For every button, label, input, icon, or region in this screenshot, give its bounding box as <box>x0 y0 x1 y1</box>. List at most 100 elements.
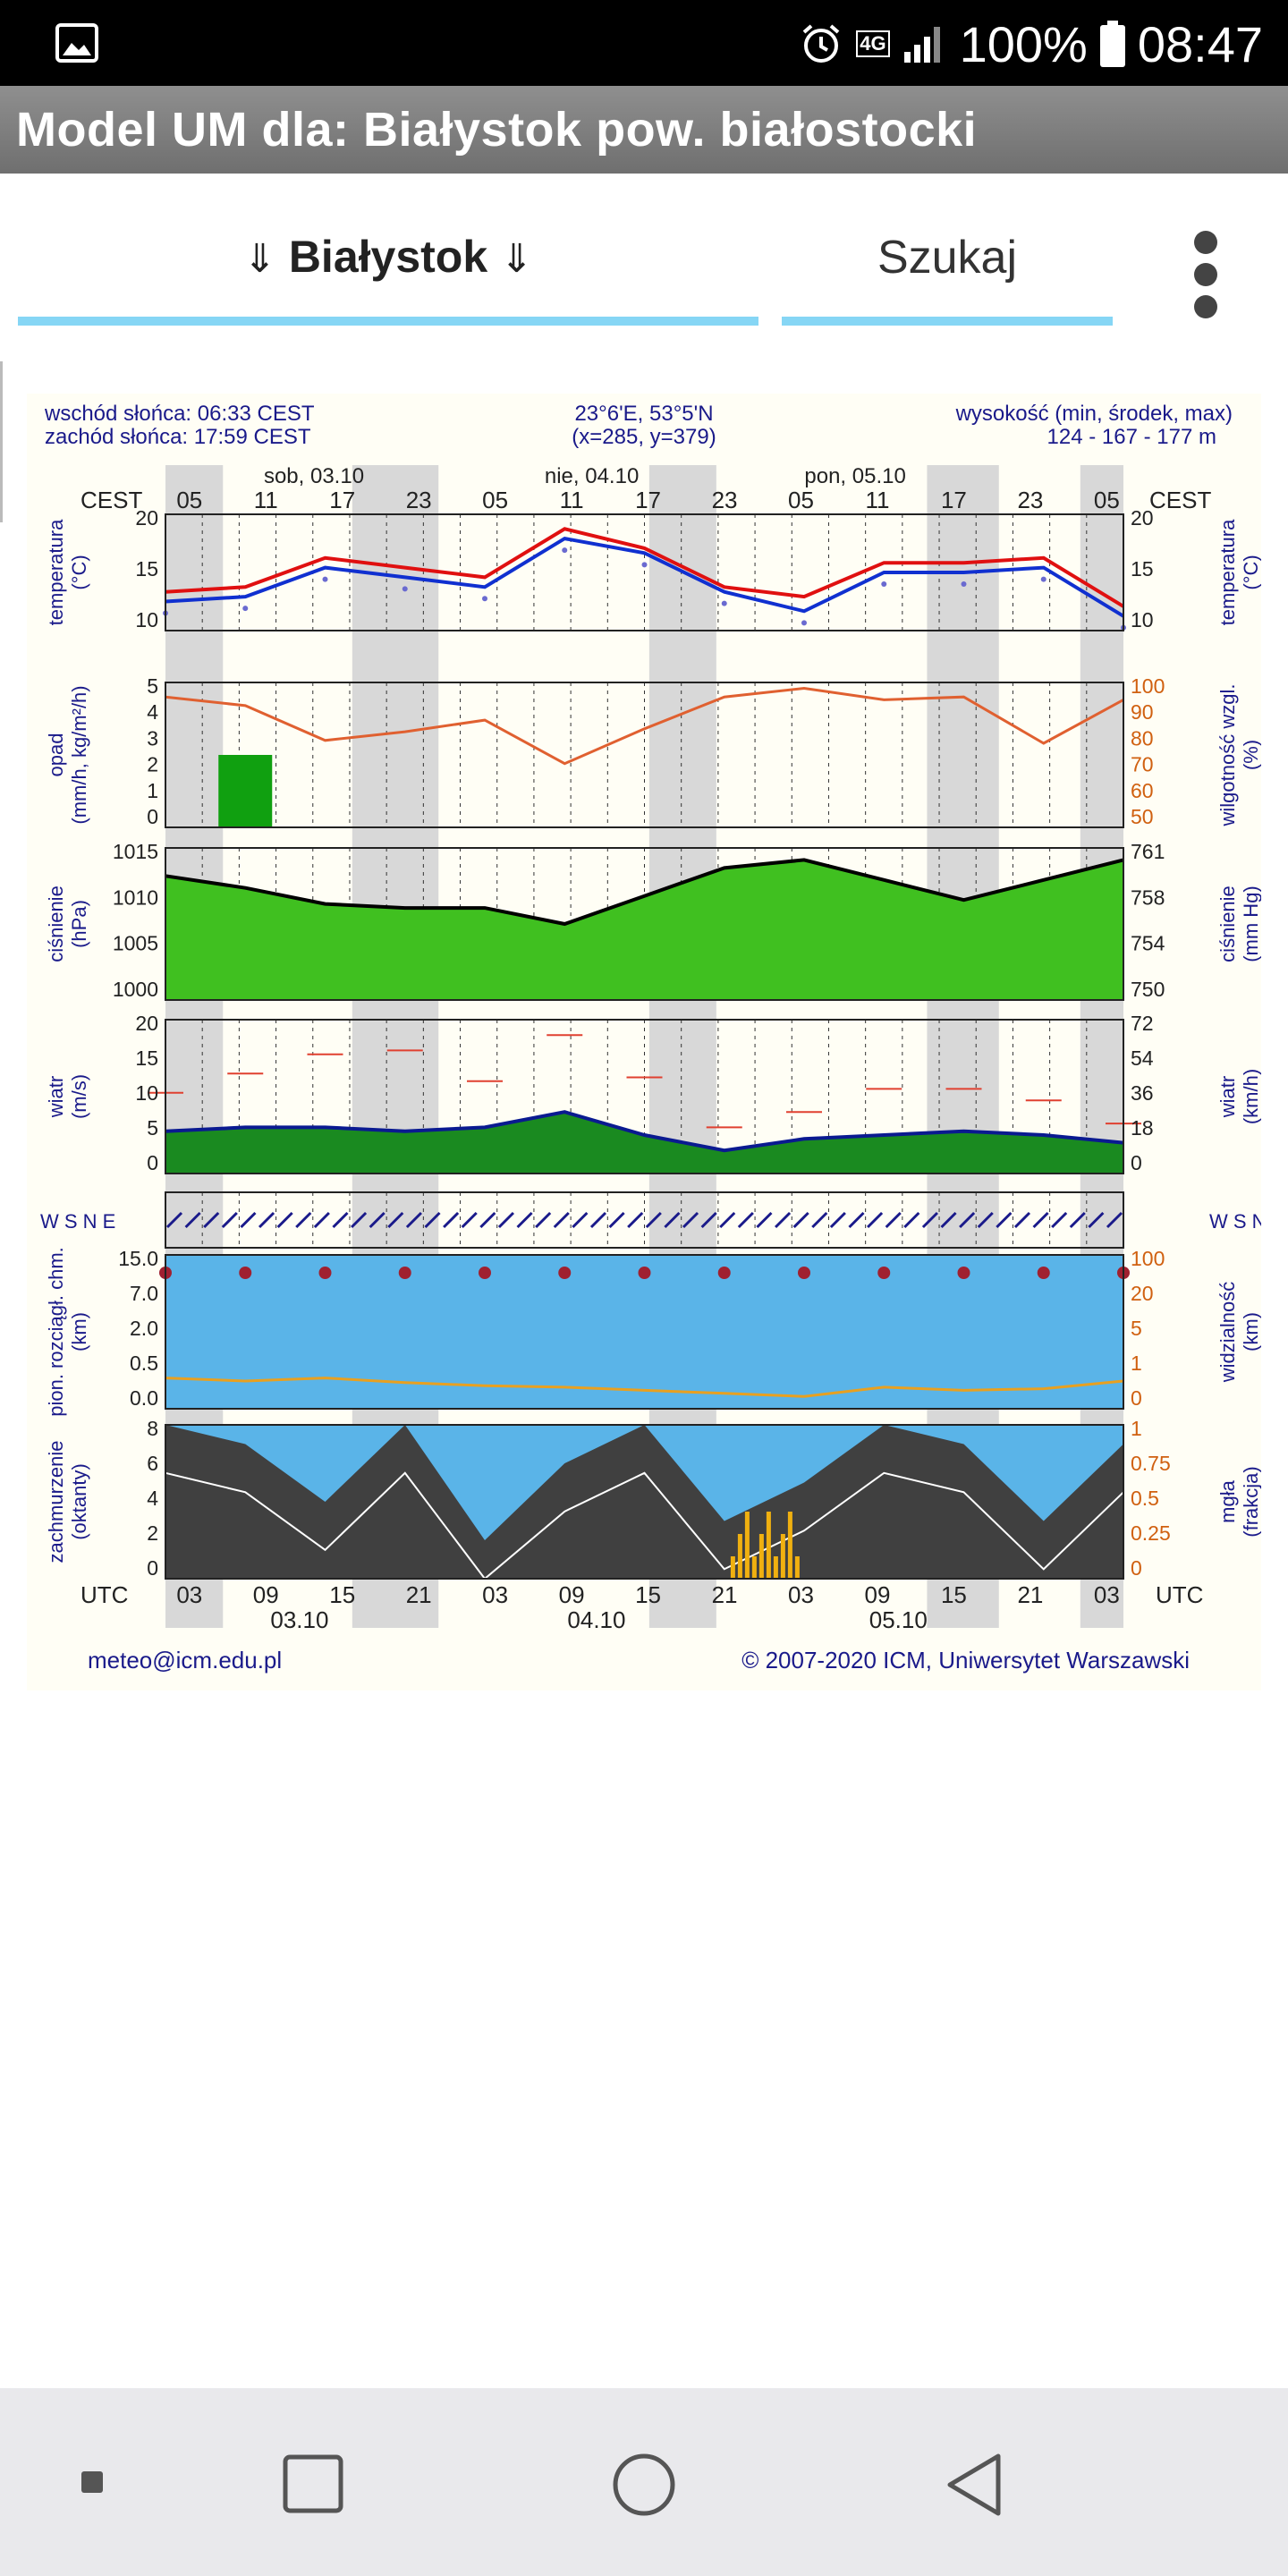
series-line-pressure <box>165 858 1124 927</box>
wind-direction-arrow <box>829 1211 846 1229</box>
hour-tick-label: 11 <box>254 487 278 513</box>
hour-tick-label: 17 <box>941 487 967 513</box>
y-tick-label: 1000 <box>113 978 158 1001</box>
data-point <box>1040 576 1046 582</box>
hour-tick-label: 17 <box>635 487 661 513</box>
app-title-bar: Model UM dla: Białystok pow. białostocki <box>0 86 1288 174</box>
network-type-indicator: 4G <box>856 30 890 57</box>
axis-unit: (°C) <box>1240 555 1261 589</box>
panel-border <box>165 1254 1124 1410</box>
axis-unit: (%) <box>1240 740 1261 770</box>
status-bar: 4G 100% 08:47 <box>0 0 1288 86</box>
wind-direction-arrow <box>792 1211 809 1229</box>
y-tick-label-right: 0 <box>1131 1151 1142 1174</box>
wind-direction-arrow <box>645 1211 662 1229</box>
y-tick-label: 2.0 <box>130 1317 158 1340</box>
cloud-top-point <box>1037 1267 1050 1279</box>
coords-text: 23°6'E, 53°5'N <box>574 402 713 426</box>
hour-tick-label: 05 <box>1094 487 1120 513</box>
recent-apps-small-icon[interactable] <box>80 2470 104 2494</box>
series-line-cloud-low <box>165 1471 1124 1580</box>
wind-direction-arrow <box>1106 1211 1123 1229</box>
y-tick-label: 4 <box>147 700 158 724</box>
y-tick-label: 15 <box>135 1046 158 1070</box>
axis-label: temperatura <box>1216 519 1239 625</box>
wind-direction-arrow <box>479 1211 496 1229</box>
day-label: pon, 05.10 <box>804 464 905 488</box>
hour-tick-label: 15 <box>635 1581 661 1608</box>
y-tick-label: 6 <box>147 1452 158 1475</box>
axis-unit: (km) <box>68 1312 90 1352</box>
y-tick-label: 10 <box>135 1081 158 1105</box>
data-point <box>402 586 408 592</box>
y-tick-label: 15 <box>135 557 158 580</box>
y-tick-label-right: 0.25 <box>1131 1521 1171 1545</box>
area-cloud-cover <box>165 1425 1123 1579</box>
compass-label: W S N E <box>40 1210 115 1233</box>
fog-bar <box>751 1556 757 1579</box>
y-tick-label: 3 <box>147 726 158 750</box>
data-point <box>801 620 807 626</box>
hour-tick-label: 03 <box>482 1581 508 1608</box>
fog-bar <box>794 1556 800 1579</box>
timezone-label-top: CEST <box>80 487 142 513</box>
y-tick-label: 0 <box>147 1151 158 1174</box>
hour-tick-label: 03 <box>788 1581 814 1608</box>
data-point <box>961 581 967 587</box>
wind-direction-arrow <box>443 1211 460 1229</box>
axis-unit: (frakcja) <box>1240 1466 1261 1537</box>
y-tick-label-right: 72 <box>1131 1012 1154 1035</box>
axis-unit: (hPa) <box>68 900 90 948</box>
hour-tick-label: 23 <box>712 487 738 513</box>
arrow-down-icon: ⇓ <box>500 237 534 281</box>
fog-bar <box>780 1534 785 1579</box>
alarm-icon <box>802 24 840 63</box>
wind-direction-arrow <box>276 1211 293 1229</box>
tab-search[interactable]: Szukaj <box>782 218 1113 326</box>
y-tick-label: 4 <box>147 1487 158 1510</box>
series-line-temperature-low <box>165 536 1125 618</box>
wind-direction-arrow <box>497 1211 515 1229</box>
overflow-menu-icon[interactable] <box>1181 225 1231 329</box>
y-tick-label: 20 <box>135 506 158 530</box>
wind-direction-arrow <box>940 1211 957 1229</box>
wind-direction-arrow <box>516 1211 533 1229</box>
hour-tick-label: 21 <box>712 1581 738 1608</box>
y-tick-label-right: 15 <box>1131 557 1154 580</box>
back-button-icon[interactable] <box>945 2453 1004 2517</box>
tab-city[interactable]: ⇓ Białystok ⇓ <box>18 218 758 326</box>
series-line-wind <box>165 1110 1124 1153</box>
wind-direction-arrow <box>165 1211 183 1229</box>
left-edge-indicator <box>0 361 3 522</box>
series-line-temperature <box>165 527 1125 608</box>
hour-tick-label: 23 <box>1017 487 1043 513</box>
meteogram-image: wschód słońca: 06:33 CEST zachód słońca:… <box>27 394 1284 1690</box>
axis-unit: (mm/h, kg/m²/h) <box>68 685 90 824</box>
wind-direction-arrow <box>553 1211 570 1229</box>
y-tick-label: 5 <box>147 1116 158 1140</box>
y-tick-label-right: 90 <box>1131 700 1154 724</box>
panel-border <box>165 847 1124 1001</box>
battery-percent: 100% <box>959 15 1088 72</box>
y-tick-label-right: 60 <box>1131 779 1154 802</box>
y-tick-label: 1 <box>147 779 158 802</box>
wind-direction-arrow <box>332 1211 349 1229</box>
data-point <box>881 581 887 587</box>
home-button-icon[interactable] <box>612 2453 676 2517</box>
navigation-bar <box>0 2388 1288 2576</box>
axis-label: pion. rozciągł. chm. <box>45 1247 67 1417</box>
y-tick-label-right: 754 <box>1131 932 1165 955</box>
tab-bar: ⇓ Białystok ⇓ Szukaj <box>0 174 1288 522</box>
cloud-top-point <box>318 1267 332 1279</box>
wind-direction-arrow <box>921 1211 938 1229</box>
wind-direction-arrow <box>221 1211 238 1229</box>
fog-bar <box>787 1512 792 1579</box>
wind-direction-arrow <box>405 1211 422 1229</box>
y-tick-label-right: 5 <box>1131 1317 1142 1340</box>
wind-direction-arrow <box>535 1211 552 1229</box>
recents-button-icon[interactable] <box>283 2454 343 2513</box>
y-tick-label-right: 18 <box>1131 1116 1154 1140</box>
wind-direction-arrow <box>184 1211 201 1229</box>
wind-direction-arrow <box>313 1211 330 1229</box>
wind-direction-arrow <box>903 1211 920 1229</box>
